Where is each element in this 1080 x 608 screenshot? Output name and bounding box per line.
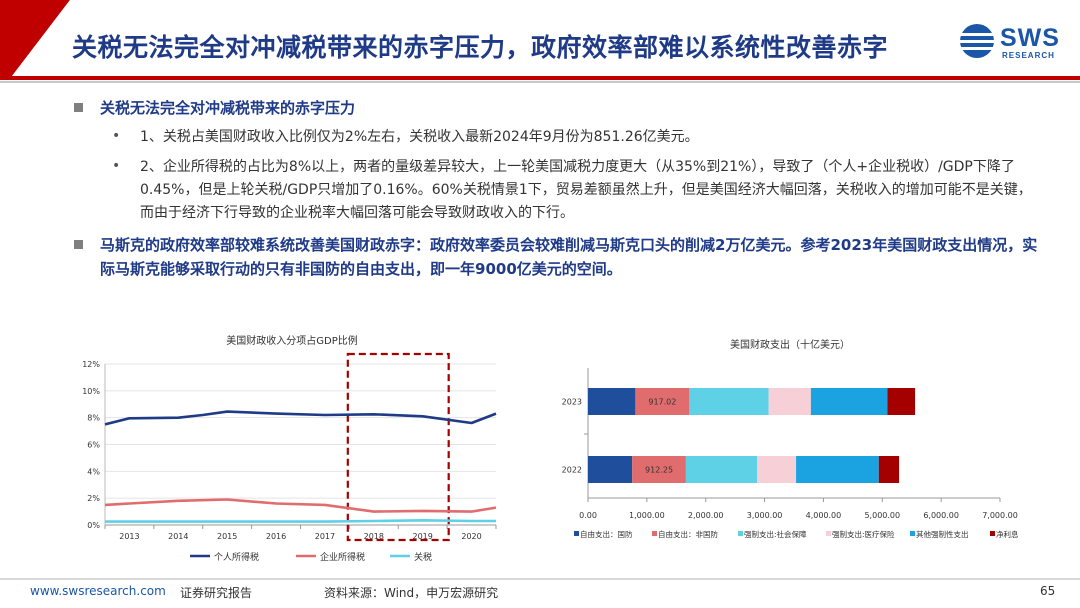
- legend-label: 企业所得税: [320, 551, 365, 563]
- y-category-label: 2023: [562, 398, 582, 407]
- bar-segment: [689, 388, 769, 415]
- x-tick-label: 5,000.00: [864, 511, 900, 520]
- x-tick-label: 3,000.00: [747, 511, 783, 520]
- footer-website-link[interactable]: www.swsresearch.com: [30, 584, 166, 598]
- series-line: [104, 410, 497, 426]
- bar-segment: [768, 388, 811, 415]
- title-gray-rule: [0, 81, 1080, 83]
- x-tick-label: 7,000.00: [982, 511, 1018, 520]
- x-tick-label: 2015: [217, 532, 237, 541]
- y-tick-label: 0%: [87, 521, 100, 530]
- x-tick-label: 2014: [168, 532, 188, 541]
- x-tick-label: 2016: [266, 532, 286, 541]
- bar-segment: [635, 388, 690, 415]
- y-tick-label: 12%: [82, 360, 100, 369]
- x-tick-label: 2020: [461, 532, 481, 541]
- legend-label: 自由支出：非国防: [658, 529, 718, 539]
- y-category-label: 2022: [562, 466, 582, 475]
- globe-logo-icon: [960, 24, 994, 58]
- bar-segment: [588, 388, 636, 415]
- bullet-heading-1: 关税无法完全对冲减税带来的赤字压力: [100, 99, 356, 117]
- bar-segment: [757, 456, 797, 483]
- x-tick-label: 2013: [119, 532, 139, 541]
- bar-segment: [878, 456, 900, 483]
- legend-label: 强制支出:医疗保险: [832, 529, 895, 539]
- legend-label: 自由支出：国防: [580, 529, 633, 539]
- legend-swatch: [826, 531, 831, 536]
- legend-label: 净利息: [996, 529, 1018, 539]
- title-red-rule: [0, 76, 1080, 80]
- y-tick-label: 8%: [87, 414, 100, 423]
- legend-label: 个人所得税: [214, 551, 259, 563]
- bullet-square-icon: [74, 103, 83, 112]
- title-bar: 关税无法完全对冲减税带来的赤字压力，政府效率部难以系统性改善赤字 SWS RES…: [0, 0, 1080, 80]
- x-tick-label: 6,000.00: [923, 511, 959, 520]
- x-tick-label: 4,000.00: [806, 511, 842, 520]
- legend-swatch: [652, 531, 657, 536]
- sws-logo: SWS RESEARCH: [958, 22, 1060, 62]
- bar-segment: [632, 456, 686, 483]
- bar-segment: [796, 456, 879, 483]
- bar-segment: [685, 456, 758, 483]
- legend-label: 强制支出:社会保障: [744, 529, 807, 539]
- page-number: 65: [1040, 584, 1056, 598]
- y-tick-label: 4%: [87, 467, 100, 476]
- x-tick-label: 2018: [364, 532, 384, 541]
- footer-report-type: 证券研究报告: [180, 586, 253, 600]
- legend-label: 其他强制性支出: [916, 529, 969, 539]
- x-tick-label: 2019: [413, 532, 433, 541]
- chart-title: 美国财政收入分项占GDP比例: [226, 334, 357, 347]
- y-tick-label: 2%: [87, 494, 100, 503]
- bullet-heading-2: 马斯克的政府效率部较难系统改善美国财政赤字：政府效率委员会较难削减马斯克口头的削…: [100, 236, 1038, 278]
- bullet-square-icon: [74, 240, 83, 249]
- bullet-sub-1: 1、关税占美国财政收入比例仅为2%左右，关税收入最新2024年9月份为851.2…: [140, 129, 699, 145]
- legend-swatch: [738, 531, 743, 536]
- highlight-box-2018-2019: [346, 352, 450, 542]
- bar-segment: [588, 456, 633, 483]
- series-line: [105, 519, 496, 523]
- y-tick-label: 10%: [82, 387, 100, 396]
- logo-text: SWS: [1000, 24, 1060, 52]
- bullet-sub-2: 2、企业所得税的占比为8%以上，两者的量级差异较大，上一轮美国减税力度更大（从3…: [140, 159, 1032, 221]
- series-line: [104, 498, 497, 513]
- x-tick-label: 0.00: [579, 511, 597, 520]
- bar-data-label: 912.25: [645, 466, 673, 475]
- legend-swatch: [990, 531, 995, 536]
- y-tick-label: 6%: [87, 441, 100, 450]
- fiscal-spending-bar-chart: 美国财政支出（十亿美元） 0.00 1,000.00 2,000.00 3,000.00…: [562, 338, 1018, 539]
- chart-title: 美国财政支出（十亿美元）: [730, 338, 850, 351]
- bar-data-label: 917.02: [648, 398, 676, 407]
- x-tick-label: 1,000.00: [629, 511, 665, 520]
- footer-source: 资料来源：Wind，申万宏源研究: [324, 586, 499, 600]
- title-decoration: [0, 0, 84, 76]
- logo-subtext: RESEARCH: [1002, 51, 1055, 60]
- bar-segment: [810, 388, 888, 415]
- bullet-dot-icon: •: [112, 158, 121, 174]
- bullet-dot-icon: •: [112, 128, 121, 144]
- x-tick-label: 2017: [315, 532, 335, 541]
- x-tick-label: 2,000.00: [688, 511, 724, 520]
- footer-rule: [0, 578, 1080, 580]
- legend-swatch: [910, 531, 915, 536]
- revenue-gdp-line-chart: 美国财政收入分项占GDP比例 0% 2% 4% 6% 8% 10% 12% 2013 2014 20…: [82, 334, 497, 563]
- slide-title: 关税无法完全对冲减税带来的赤字压力，政府效率部难以系统性改善赤字: [72, 33, 889, 62]
- bar-segment: [887, 388, 916, 415]
- legend-swatch: [574, 531, 579, 536]
- legend-label: 关税: [414, 551, 432, 563]
